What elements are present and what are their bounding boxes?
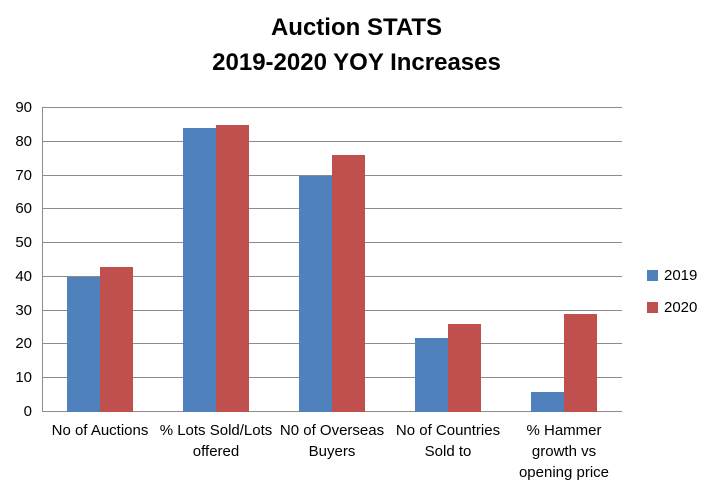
y-tick-label-50: 50 xyxy=(15,234,32,252)
bar-2020-3 xyxy=(448,324,481,412)
bar-2019-1 xyxy=(183,128,216,412)
bar-2019-2 xyxy=(299,175,332,412)
y-tick-label-20: 20 xyxy=(15,335,32,353)
legend-label-2020: 2020 xyxy=(664,299,698,316)
y-tick-label-0: 0 xyxy=(23,403,32,420)
y-tick-label-40: 40 xyxy=(15,267,32,285)
legend: 2019 2020 xyxy=(647,267,697,316)
bar-2019-4 xyxy=(531,391,564,412)
bar-2020-1 xyxy=(216,124,249,412)
y-tick-label-80: 80 xyxy=(15,132,32,150)
gridline-90 xyxy=(42,107,622,108)
plot-area xyxy=(42,107,622,412)
bar-2020-2 xyxy=(332,155,365,412)
x-category-label-2: N0 of Overseas Buyers xyxy=(279,422,385,460)
legend-swatch-2020 xyxy=(647,302,658,313)
y-tick-label-90: 90 xyxy=(15,99,32,116)
x-category-label-0: No of Auctions xyxy=(51,422,149,439)
gridline-80 xyxy=(42,140,622,142)
y-tick-label-60: 60 xyxy=(15,200,32,218)
legend-item-2020: 2020 xyxy=(647,299,697,316)
legend-swatch-2019 xyxy=(647,270,658,281)
x-category-label-3: No of Countries Sold to xyxy=(395,422,501,460)
bar-2019-0 xyxy=(67,276,100,412)
x-category-label-4: % Hammer growth vs opening price xyxy=(518,422,610,481)
x-category-label-1: % Lots Sold/Lots offered xyxy=(159,422,273,460)
bar-2020-0 xyxy=(100,266,133,412)
y-tick-label-10: 10 xyxy=(15,369,32,387)
chart-title: Auction STATS 2019-2020 YOY Increases xyxy=(212,14,501,76)
y-axis-line xyxy=(42,108,43,412)
legend-item-2019: 2019 xyxy=(647,267,697,284)
legend-label-2019: 2019 xyxy=(664,267,698,284)
bar-2019-3 xyxy=(415,337,448,412)
y-tick-label-70: 70 xyxy=(15,166,32,184)
y-tick-label-30: 30 xyxy=(15,301,32,319)
bar-2020-4 xyxy=(564,314,597,412)
